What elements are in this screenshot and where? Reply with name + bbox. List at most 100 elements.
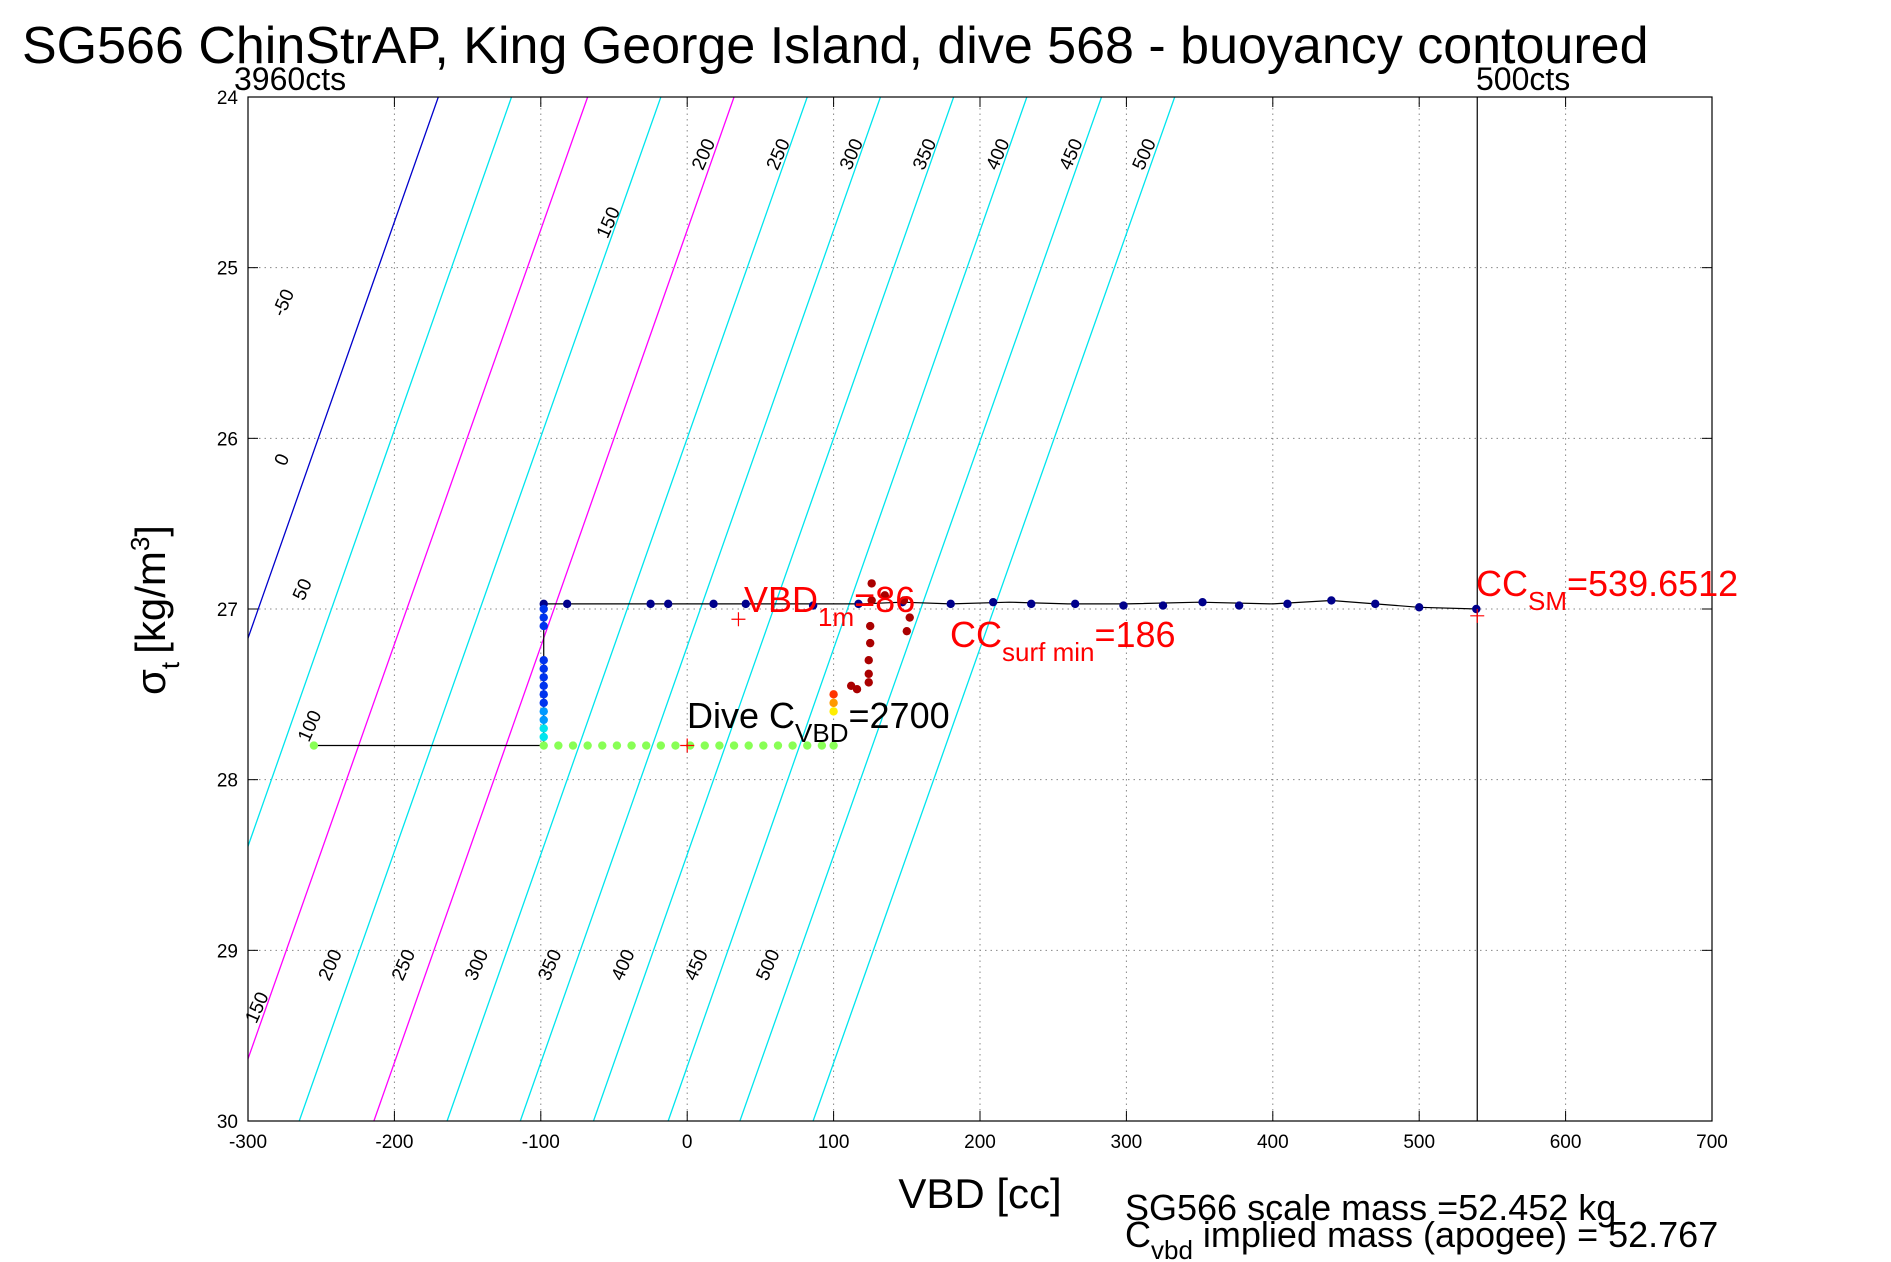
x-tick-label: 300	[1111, 1132, 1143, 1153]
data-point-ascent	[829, 698, 838, 708]
footer-rest: implied mass (apogee) = 52.767	[1193, 1214, 1718, 1255]
cc-sm-annotation: CCSM=539.6512	[1476, 563, 1738, 616]
data-point-bottom	[817, 741, 827, 750]
data-point-descent-column	[539, 613, 548, 622]
x-tick-label: 400	[1257, 1132, 1289, 1153]
y-tick-label: 27	[217, 600, 238, 621]
data-point-surface	[1415, 603, 1424, 612]
data-point-ascent	[899, 596, 909, 605]
vbd-1m-sub: 1m	[818, 602, 854, 632]
cc-surf-sub: surf min	[1002, 637, 1094, 667]
data-point-surface	[741, 599, 750, 609]
plus-marker	[680, 738, 695, 753]
dive-sub: VBD	[795, 718, 848, 748]
data-point-descent-column	[539, 621, 548, 631]
contour-line-450	[739, 97, 1103, 1121]
cc-surf-main: CC	[950, 614, 1002, 655]
data-point-ascent	[864, 656, 873, 665]
trajectory-line	[313, 599, 1478, 747]
data-point-surface	[1234, 601, 1244, 610]
axis-ticks	[247, 96, 1713, 1122]
dive-value: =2700	[849, 695, 950, 736]
footer-scale-mass: SG566 scale mass =52.452 kg	[1125, 1187, 1616, 1228]
y-axis-sup: 3	[125, 537, 155, 551]
cc-sm-value: =539.6512	[1567, 563, 1738, 604]
data-point-surface	[1327, 596, 1336, 605]
contour-line-300	[519, 97, 882, 1121]
y-tick-labels: 24 25 26 27 28 29 30	[217, 88, 239, 1133]
vbd-1m-value: =86	[854, 579, 915, 620]
data-points	[309, 579, 1481, 750]
data-point-ascent	[864, 669, 873, 679]
y-axis-units: [kg/m	[127, 551, 174, 654]
contour-line-50	[248, 97, 513, 849]
data-point-ascent	[867, 579, 876, 588]
plus-markers	[680, 608, 1485, 753]
data-point-bottom	[773, 741, 783, 750]
cc-surf-value: =186	[1094, 614, 1175, 655]
cc-sm-main: CC	[1476, 563, 1528, 604]
data-point-descent-column	[539, 681, 548, 690]
y-tick-label: 24	[217, 88, 239, 109]
data-point-descent-column	[539, 715, 548, 725]
data-point-ascent	[905, 613, 914, 622]
data-point-surface	[1158, 601, 1168, 610]
contour-line-150	[298, 97, 662, 1121]
data-point-descent-column	[539, 707, 548, 716]
footer-c: C	[1125, 1214, 1151, 1255]
contour-line-250	[446, 97, 808, 1121]
cts-right-label: 500cts	[1476, 61, 1570, 97]
contour-line-400	[667, 97, 1028, 1121]
data-point-descent-column	[539, 673, 548, 682]
data-point-bottom	[671, 741, 680, 750]
data-point-bottom	[759, 741, 768, 750]
data-point-bottom	[803, 741, 812, 750]
cc-surf-min-annotation: CCsurf min=186	[950, 614, 1176, 667]
y-axis-close: ]	[127, 525, 174, 537]
vbd-1m-main: VBD	[744, 579, 818, 620]
x-tick-label: -300	[229, 1132, 267, 1153]
data-point-ascent	[902, 626, 911, 636]
data-point-bottom	[583, 741, 592, 750]
y-tick-label: 25	[217, 259, 238, 280]
contour-line-0	[248, 97, 439, 641]
data-point-bottom	[729, 741, 739, 750]
data-point-descent-column	[539, 698, 548, 708]
data-point-bottom	[788, 741, 797, 750]
x-tick-label: 200	[964, 1132, 996, 1153]
data-point-descent-column	[539, 604, 548, 614]
y-axis-sub: t	[155, 661, 185, 669]
y-tick-label: 30	[217, 1112, 238, 1133]
x-tick-label: -100	[522, 1132, 560, 1153]
data-point-bottom	[309, 741, 319, 750]
dive-cvbd-annotation: Dive CVBD=2700	[687, 695, 950, 748]
x-tick-label: 0	[682, 1132, 693, 1153]
x-tick-label: 100	[818, 1132, 850, 1153]
dive-main: Dive C	[687, 695, 795, 736]
contour-line-500	[812, 97, 1176, 1121]
cts-left-label: 3960cts	[234, 61, 346, 97]
data-point-surface	[663, 599, 673, 609]
data-point-surface	[1027, 599, 1036, 609]
data-point-surface	[808, 601, 818, 610]
x-tick-label: 500	[1403, 1132, 1435, 1153]
data-point-bottom	[554, 741, 563, 750]
data-point-descent-column	[539, 690, 548, 699]
y-tick-label: 26	[217, 429, 238, 450]
data-point-surface	[562, 599, 572, 609]
data-point-descent-column	[539, 732, 548, 742]
data-point-bottom	[598, 741, 607, 750]
data-point-surface	[1472, 604, 1481, 614]
data-point-bottom	[700, 741, 709, 750]
data-point-descent-column	[539, 656, 548, 665]
data-point-surface	[709, 599, 718, 609]
x-tick-label: 600	[1550, 1132, 1582, 1153]
contour-lines	[248, 97, 1176, 1121]
data-point-bottom	[642, 741, 651, 750]
data-point-ascent	[866, 621, 875, 631]
data-point-descent-column	[539, 724, 548, 733]
data-point-bottom	[829, 741, 838, 750]
contour-line-200	[373, 97, 735, 1121]
y-tick-label: 28	[217, 771, 238, 792]
